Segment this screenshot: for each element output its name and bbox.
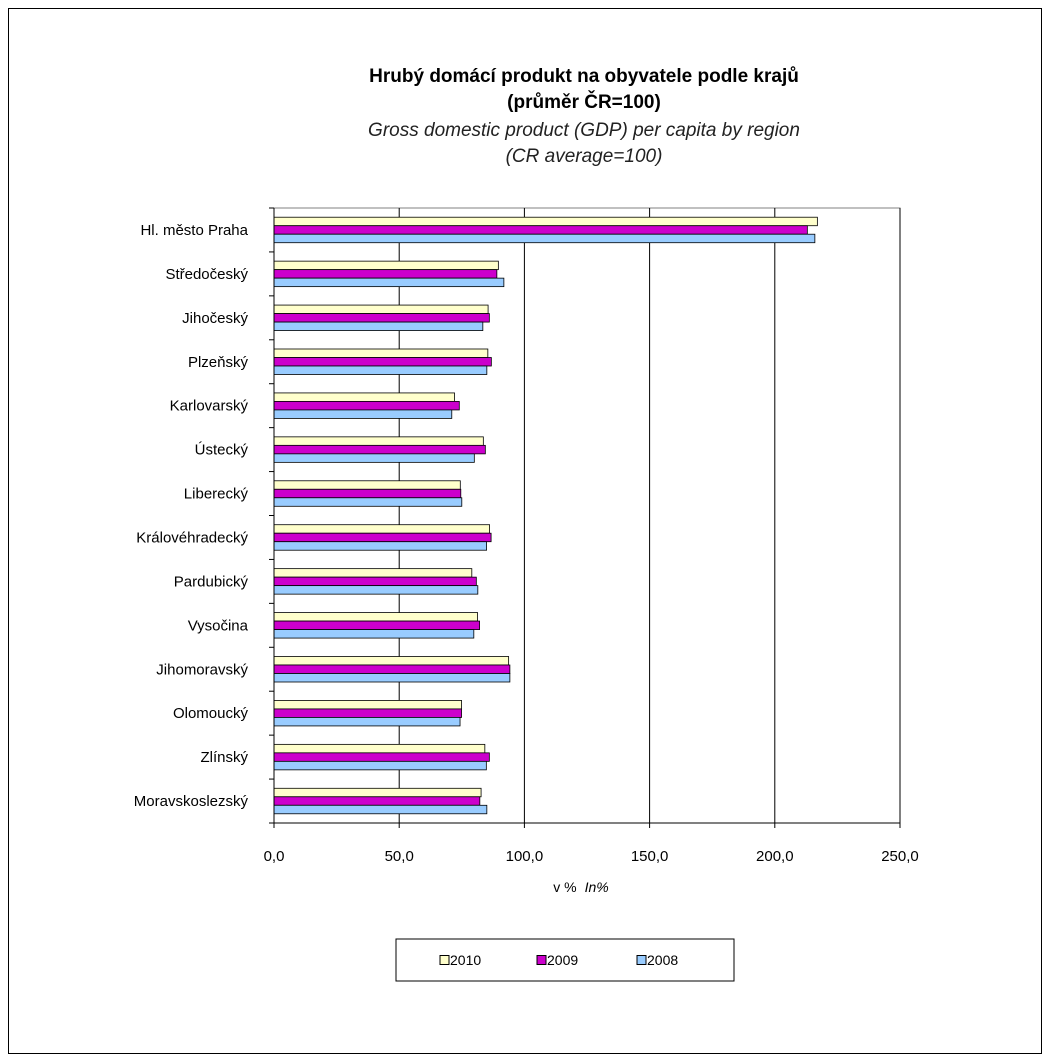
bar-2010-0 — [273, 216, 818, 227]
category-label-11: Olomoucký — [173, 705, 249, 722]
x-tick-label-50: 50,0 — [385, 848, 414, 865]
bar-2010-8 — [273, 568, 473, 578]
bar-2009-12 — [273, 752, 490, 762]
bar-2008-6 — [273, 497, 463, 507]
bar-2010-12 — [273, 743, 486, 754]
bar-2009-8 — [273, 576, 477, 587]
category-label-9: Vysočina — [188, 617, 249, 634]
bar-2010-11 — [273, 700, 462, 710]
x-axis-label-en: In% — [585, 879, 609, 895]
bars — [273, 216, 818, 815]
x-axis-label: v % In% — [553, 879, 608, 895]
bar-2009-13 — [273, 796, 481, 806]
category-label-10: Jihomoravský — [156, 661, 248, 678]
chart-titles: Hrubý domácí produkt na obyvatele podle … — [368, 66, 800, 167]
category-label-13: Moravskoslezský — [134, 793, 249, 810]
bar-2008-7 — [273, 541, 487, 551]
bar-2009-9 — [273, 620, 480, 630]
bar-2010-13 — [273, 787, 482, 798]
bar-2008-9 — [273, 629, 475, 639]
bar-2009-6 — [273, 488, 462, 499]
bar-2008-12 — [273, 760, 487, 771]
category-label-12: Zlínský — [200, 749, 248, 766]
plot-area — [273, 207, 901, 824]
legend-label-2008: 2008 — [647, 952, 678, 968]
bar-2010-3 — [273, 348, 489, 358]
category-label-1: Středočeský — [165, 266, 248, 283]
x-tick-label-200: 200,0 — [756, 848, 794, 865]
bar-2010-2 — [273, 304, 489, 314]
bar-2010-1 — [273, 260, 499, 271]
bar-2009-3 — [273, 357, 492, 367]
x-tick-label-250: 250,0 — [881, 848, 919, 865]
x-tick-label-0: 0,0 — [264, 848, 285, 865]
bar-2008-3 — [273, 365, 488, 375]
bar-2009-5 — [273, 444, 486, 455]
category-label-3: Plzeňský — [188, 354, 249, 371]
legend-swatch-2009 — [536, 955, 547, 965]
bar-2008-10 — [273, 673, 511, 683]
bar-2009-2 — [273, 313, 490, 323]
bar-2009-4 — [273, 401, 460, 411]
category-label-5: Ústecký — [195, 442, 249, 459]
legend-label-2010: 2010 — [450, 952, 481, 968]
bar-2008-11 — [273, 717, 461, 727]
chart-subtitle-line2: (CR average=100) — [506, 146, 663, 167]
category-label-4: Karlovarský — [170, 398, 249, 415]
bar-2010-6 — [273, 480, 461, 490]
category-label-7: Královéhradecký — [136, 529, 248, 546]
bar-2009-1 — [273, 269, 498, 279]
legend-swatch-2008 — [636, 955, 647, 965]
bar-2008-4 — [273, 409, 453, 419]
legend-swatch-2010 — [439, 955, 450, 965]
chart-subtitle: Gross domestic product (GDP) per capita … — [368, 120, 800, 141]
x-tick-label-150: 150,0 — [631, 848, 669, 865]
bar-2008-0 — [273, 233, 816, 244]
bar-2008-13 — [273, 804, 488, 815]
bar-2008-2 — [273, 321, 484, 331]
bar-2008-8 — [273, 585, 479, 595]
legend-label-2009: 2009 — [547, 952, 578, 968]
bar-2010-10 — [273, 656, 510, 666]
bar-2009-10 — [273, 664, 511, 674]
legend: 2010 2009 2008 — [395, 938, 735, 982]
bar-2008-1 — [273, 277, 505, 288]
bar-2010-9 — [273, 612, 478, 622]
bar-2008-5 — [273, 453, 475, 463]
chart-title: Hrubý domácí produkt na obyvatele podle … — [369, 66, 799, 87]
bar-2010-7 — [273, 524, 490, 534]
x-tick-label-100: 100,0 — [506, 848, 544, 865]
category-labels: Hl. město Praha Středočeský Jihočeský Plzeň… — [134, 222, 249, 810]
x-axis-label-cz: v % — [553, 879, 576, 895]
bar-2010-4 — [273, 392, 455, 402]
category-label-8: Pardubický — [174, 573, 249, 590]
bar-2009-0 — [273, 225, 808, 235]
bar-2009-7 — [273, 532, 492, 543]
category-label-0: Hl. město Praha — [140, 222, 248, 239]
category-label-2: Jihočeský — [182, 310, 248, 327]
x-tick-labels: 0,0 50,0 100,0 150,0 200,0 250,0 — [264, 848, 919, 865]
bar-2010-5 — [273, 436, 484, 446]
category-label-6: Liberecký — [184, 486, 249, 503]
axes — [269, 207, 901, 828]
legend-box — [395, 938, 735, 982]
bar-2009-11 — [273, 708, 462, 718]
chart-title-line2: (průměr ČR=100) — [507, 91, 661, 113]
